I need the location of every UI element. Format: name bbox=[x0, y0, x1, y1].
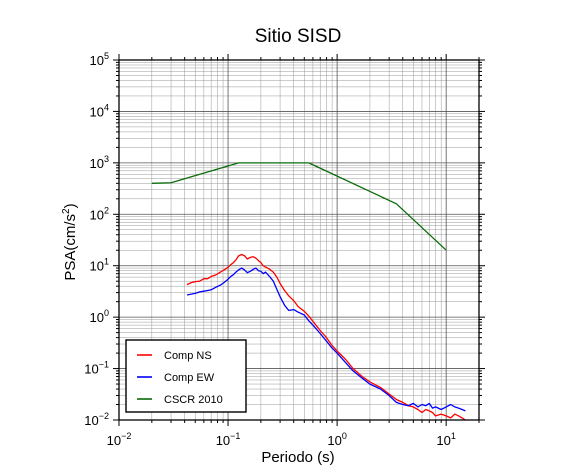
y-tick-label: 100 bbox=[90, 308, 109, 325]
x-axis: 10−2 10−1 100 101 bbox=[107, 54, 480, 448]
series-line-cscr-2010 bbox=[151, 162, 447, 251]
x-tick-label-base: 10 bbox=[436, 433, 450, 448]
x-axis-title: Periodo (s) bbox=[261, 449, 334, 466]
x-tick-label-base: 10 bbox=[216, 433, 230, 448]
y-tick-label-base: 10 bbox=[90, 104, 104, 119]
x-tick-label: 10−1 bbox=[216, 431, 241, 448]
legend-label-cscr-2010: CSCR 2010 bbox=[164, 394, 223, 406]
x-tick-label-exp: −1 bbox=[230, 431, 240, 441]
y-tick-label-exp: 3 bbox=[104, 154, 109, 164]
y-tick-label-base: 10 bbox=[90, 53, 104, 68]
x-tick-label-base: 10 bbox=[107, 433, 121, 448]
y-tick-label-exp: 4 bbox=[104, 102, 109, 112]
y-tick-label-exp: −2 bbox=[99, 411, 109, 421]
y-tick-label-base: 10 bbox=[90, 207, 104, 222]
y-tick-label-exp: 0 bbox=[104, 308, 109, 318]
y-tick-label-exp: 1 bbox=[104, 257, 109, 267]
y-tick-label-exp: 5 bbox=[104, 51, 109, 61]
legend: Comp NS Comp EW CSCR 2010 bbox=[125, 339, 247, 413]
chart-title: Sitio SISD bbox=[255, 26, 342, 47]
x-tick-label: 10−2 bbox=[107, 431, 132, 448]
y-tick-label-exp: −1 bbox=[99, 360, 109, 370]
y-tick-label: 10−2 bbox=[84, 411, 109, 428]
minor-grid bbox=[119, 60, 480, 420]
y-tick-label-base: 10 bbox=[84, 413, 98, 428]
legend-label-comp-ew: Comp EW bbox=[164, 372, 215, 384]
legend-label-comp-ns: Comp NS bbox=[164, 350, 212, 362]
x-tick-label-exp: 1 bbox=[451, 431, 456, 441]
series-layer bbox=[151, 162, 466, 421]
y-tick-label-base: 10 bbox=[90, 310, 104, 325]
y-tick-label-base: 10 bbox=[84, 362, 98, 377]
series-line-comp-ns bbox=[186, 253, 466, 421]
x-tick-label-exp: −2 bbox=[121, 431, 131, 441]
y-tick-label-base: 10 bbox=[90, 156, 104, 171]
plot-frame bbox=[118, 59, 480, 421]
y-tick-label-base: 10 bbox=[90, 259, 104, 274]
y-axis-title: PSA(cm/s2) bbox=[61, 203, 79, 280]
x-tick-label: 100 bbox=[327, 431, 346, 448]
y-axis-title-tail: ) bbox=[62, 203, 79, 208]
legend-box bbox=[125, 339, 247, 413]
y-axis-title-sup: 2 bbox=[61, 208, 72, 214]
y-axis-title-base: PSA(cm/s bbox=[62, 214, 79, 281]
y-tick-label: 104 bbox=[90, 102, 109, 119]
y-tick-label: 102 bbox=[90, 205, 109, 222]
y-tick-label-exp: 2 bbox=[104, 205, 109, 215]
y-tick-label: 101 bbox=[90, 257, 109, 274]
series-line-comp-ew bbox=[186, 267, 466, 412]
y-tick-label: 103 bbox=[90, 154, 109, 171]
x-tick-label-base: 10 bbox=[327, 433, 341, 448]
x-tick-label-exp: 0 bbox=[342, 431, 347, 441]
y-tick-label: 105 bbox=[90, 51, 109, 68]
y-tick-label: 10−1 bbox=[84, 360, 109, 377]
x-tick-label: 101 bbox=[436, 431, 455, 448]
